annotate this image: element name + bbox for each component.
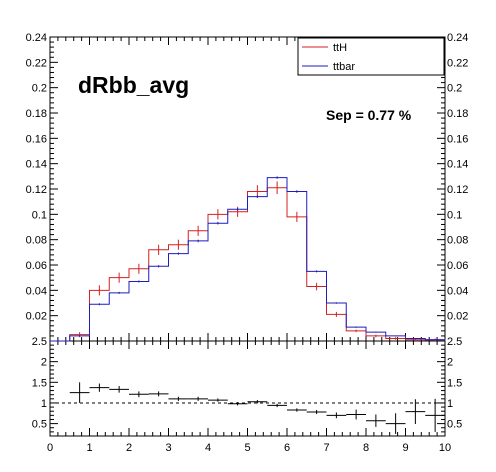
x-tick-label: 8 — [363, 442, 369, 454]
y-tick-label-left: 0.04 — [26, 285, 47, 297]
y-tick-label-right: 0.24 — [447, 32, 468, 44]
x-tick-label: 3 — [165, 442, 171, 454]
y-tick-label-left: 0.02 — [26, 311, 47, 323]
y-tick-label-left: 0.06 — [26, 260, 47, 272]
y-tick-label-left: 0.16 — [26, 133, 47, 145]
x-tick-label: 5 — [244, 442, 250, 454]
x-tick-label: 7 — [323, 442, 329, 454]
x-tick-label: 6 — [284, 442, 290, 454]
ratio-y-tick-label-left: 2 — [41, 357, 47, 369]
y-tick-label-left: 0.2 — [32, 83, 47, 95]
legend-box — [297, 37, 445, 76]
y-tick-label-left: 0.24 — [26, 32, 47, 44]
x-tick-label: 2 — [126, 442, 132, 454]
legend: ttH ttbar — [297, 37, 445, 76]
ratio-y-tick-label-left: 1.5 — [32, 377, 47, 389]
y-tick-label-right: 0.04 — [447, 285, 468, 297]
y-tick-label-left: 0.22 — [26, 57, 47, 69]
ratio-frame — [49, 340, 446, 437]
ratio-y-tick-label-left: 2.5 — [32, 336, 47, 348]
y-tick-label-left: 0.18 — [26, 108, 47, 120]
histograms — [50, 176, 446, 342]
ratio-y-tick-label-right: 2 — [447, 357, 453, 369]
y-tick-label-left: 0.12 — [26, 184, 47, 196]
ratio-points — [69, 382, 445, 434]
legend-label-ttbar: ttbar — [333, 61, 355, 73]
y-tick-label-right: 0.12 — [447, 184, 468, 196]
legend-label-tth: ttH — [333, 42, 347, 54]
main-axes: 0.02 0.02 0.04 0.04 0.06 0.06 0.08 0.08 0.1 0.1 0.… — [26, 32, 468, 342]
x-tick-label: 0 — [47, 442, 53, 454]
ratio-y-tick-label-right: 0.5 — [447, 419, 462, 431]
x-tick-label: 1 — [86, 442, 92, 454]
y-tick-label-right: 0.02 — [447, 311, 468, 323]
y-tick-label-right: 0.16 — [447, 133, 468, 145]
histogram-tth — [50, 187, 446, 342]
ratio-y-tick-label-left: 1 — [41, 398, 47, 410]
ratio-y-tick-label-right: 1.5 — [447, 377, 462, 389]
y-tick-label-right: 0.1 — [447, 209, 462, 221]
y-tick-label-left: 0.08 — [26, 235, 47, 247]
y-tick-label-right: 0.08 — [447, 235, 468, 247]
separation-annotation: Sep = 0.77 % — [326, 107, 412, 123]
x-tick-label: 9 — [402, 442, 408, 454]
ratio-y-tick-label-left: 0.5 — [32, 419, 47, 431]
ratio-y-tick-label-right: 2.5 — [447, 336, 462, 348]
y-tick-label-left: 0.1 — [32, 209, 47, 221]
y-tick-label-right: 0.2 — [447, 83, 462, 95]
y-tick-label-right: 0.06 — [447, 260, 468, 272]
y-tick-label-right: 0.14 — [447, 159, 468, 171]
x-tick-label: 4 — [205, 442, 211, 454]
y-tick-label-right: 0.18 — [447, 108, 468, 120]
chart-title: dRbb_avg — [78, 72, 189, 98]
y-tick-label-left: 0.14 — [26, 159, 47, 171]
x-tick-label: 10 — [439, 442, 451, 454]
y-tick-label-right: 0.22 — [447, 57, 468, 69]
ratio-y-tick-label-right: 1 — [447, 398, 453, 410]
histogram-ttbar — [50, 177, 446, 342]
